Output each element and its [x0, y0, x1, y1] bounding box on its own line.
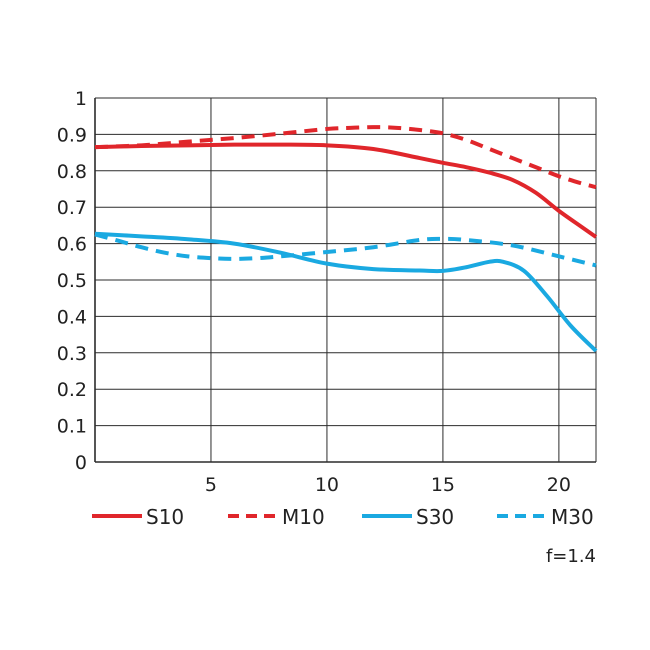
- y-tick-label: 0: [75, 452, 87, 474]
- x-tick-label: 10: [315, 474, 339, 496]
- legend-label-m30: M30: [551, 505, 594, 529]
- y-tick-label: 1: [75, 88, 87, 110]
- series-line-s10: [94, 142, 598, 239]
- y-tick-label: 0.3: [57, 343, 87, 365]
- y-tick-label: 0.8: [57, 161, 87, 183]
- x-tick-label: 20: [547, 474, 571, 496]
- legend-label-s10: S10: [146, 505, 184, 529]
- x-tick-label: 15: [431, 474, 455, 496]
- series-line-m10: [94, 125, 597, 190]
- series-lines: [94, 125, 598, 353]
- axis-tick-labels: 00.10.20.30.40.50.60.70.80.915 10 15 20: [57, 88, 571, 496]
- legend-label-s30: S30: [416, 505, 454, 529]
- y-tick-label: 0.9: [57, 124, 87, 146]
- aperture-note: f=1.4: [546, 546, 596, 567]
- y-tick-label: 0.1: [57, 416, 87, 438]
- legend: S10 M10 S30 M30: [92, 505, 594, 529]
- grid: [94, 97, 597, 463]
- y-tick-label: 0.7: [57, 197, 87, 219]
- y-tick-label: 0.4: [57, 306, 87, 328]
- x-tick-label: 5: [205, 474, 217, 496]
- y-tick-label: 0.6: [57, 234, 87, 256]
- legend-label-m10: M10: [282, 505, 325, 529]
- series-line-s30: [94, 231, 598, 353]
- y-tick-label: 0.5: [57, 270, 87, 292]
- y-tick-label: 0.2: [57, 379, 87, 401]
- series-line-m30: [94, 232, 597, 268]
